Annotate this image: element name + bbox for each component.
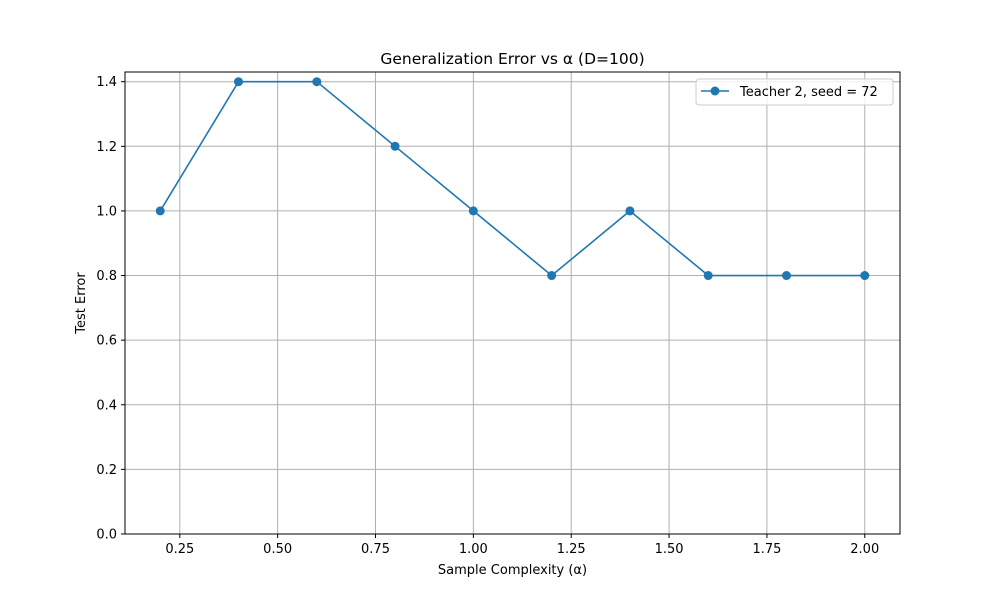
data-point [234,77,244,87]
y-tick-label: 0.4 [96,398,117,413]
data-point [703,271,713,281]
x-tick-label: 1.50 [655,542,684,557]
plot-area-frame [124,71,901,535]
y-axis-label: Test Error [74,272,89,335]
x-axis-ticks: 0.25 0.50 0.75 1.00 1.25 1.50 1.75 2.00 [165,534,879,557]
series-line-0 [159,80,865,277]
legend-label: Teacher 2, seed = 72 [739,85,878,100]
y-tick-label: 0.2 [96,463,117,478]
legend-marker-sample [710,86,720,96]
x-tick-label: 1.00 [459,542,488,557]
y-tick-label: 0.8 [96,269,117,284]
series-layer [155,77,870,281]
x-tick-label: 0.25 [165,542,194,557]
data-point [468,206,478,216]
data-point [547,271,557,281]
chart-title: Generalization Error vs α (D=100) [380,50,644,68]
data-point [625,206,635,216]
data-point [860,271,870,281]
y-tick-label: 0.6 [96,334,117,349]
x-tick-label: 0.50 [263,542,292,557]
data-point [312,77,322,87]
y-tick-label: 1.0 [96,204,117,219]
x-tick-label: 0.75 [361,542,390,557]
x-tick-label: 1.25 [557,542,586,557]
data-point [155,206,165,216]
data-point [781,271,791,281]
y-tick-label: 0.0 [96,528,117,543]
legend-box [695,78,894,106]
x-tick-label: 2.00 [850,542,879,557]
data-point [390,141,400,151]
x-axis-label: Sample Complexity (α) [438,563,587,578]
x-tick-label: 1.75 [752,542,781,557]
legend: Teacher 2, seed = 72 [695,78,894,106]
y-axis-ticks: 0.0 0.2 0.4 0.6 0.8 1.0 1.2 1.4 [96,75,125,543]
y-tick-label: 1.2 [96,140,117,155]
y-tick-label: 1.4 [96,75,117,90]
